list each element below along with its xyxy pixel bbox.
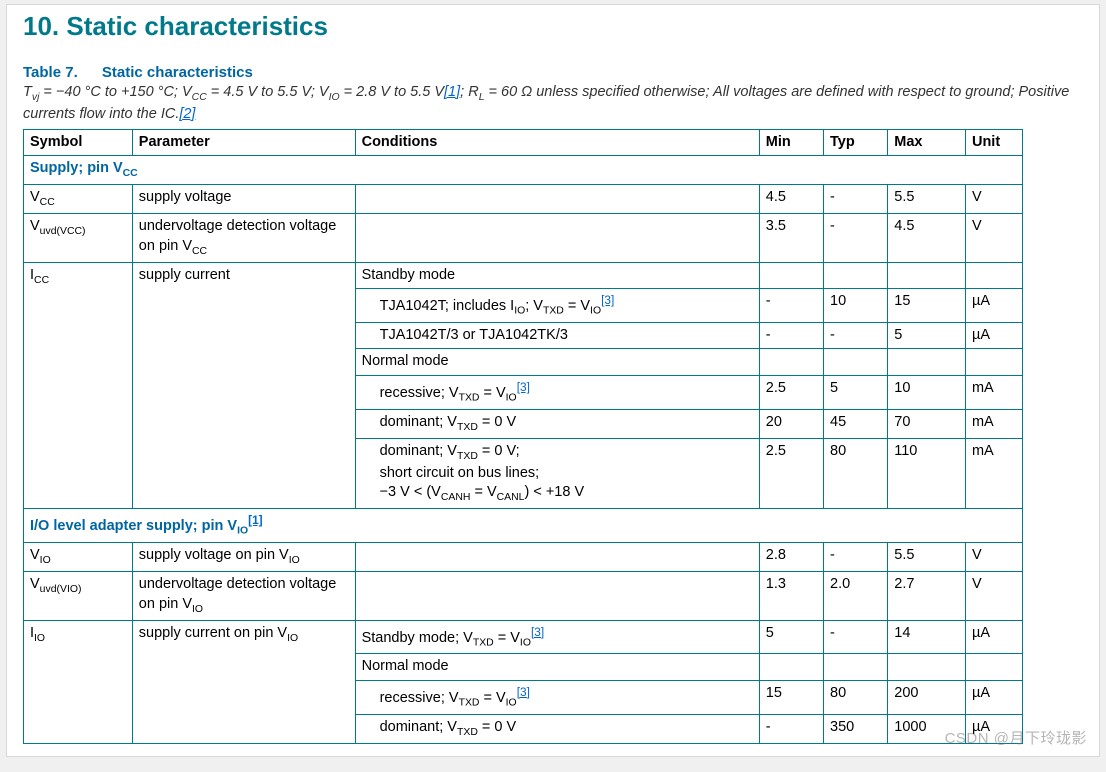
col-parameter: Parameter bbox=[132, 129, 355, 156]
footnote-1-link[interactable]: [1] bbox=[444, 84, 460, 100]
table-number: Table 7. bbox=[23, 64, 78, 81]
table-row: VIO supply voltage on pin VIO 2.8 - 5.5 … bbox=[24, 543, 1023, 572]
table-row: ICC supply current Standby mode bbox=[24, 262, 1023, 289]
footnote-1-link[interactable]: [1] bbox=[248, 513, 263, 527]
footnote-2-link[interactable]: [2] bbox=[179, 106, 195, 122]
footnote-3-link[interactable]: [3] bbox=[601, 293, 614, 307]
section-heading: 10. Static characteristics bbox=[23, 11, 1083, 42]
static-characteristics-table: Symbol Parameter Conditions Min Typ Max … bbox=[23, 129, 1023, 744]
col-max: Max bbox=[888, 129, 966, 156]
footnote-3-link[interactable]: [3] bbox=[517, 380, 530, 394]
table-title: Static characteristics bbox=[102, 64, 253, 81]
footnote-3-link[interactable]: [3] bbox=[517, 685, 530, 699]
footnote-3-link[interactable]: [3] bbox=[531, 625, 544, 639]
section-supply-vcc: Supply; pin VCC bbox=[24, 156, 1023, 185]
watermark: CSDN @月下玲珑影 bbox=[945, 727, 1087, 748]
table-label: Table 7. Static characteristics bbox=[23, 64, 1083, 81]
table-header-row: Symbol Parameter Conditions Min Typ Max … bbox=[24, 129, 1023, 156]
col-min: Min bbox=[759, 129, 823, 156]
col-unit: Unit bbox=[965, 129, 1022, 156]
table-row: IIO supply current on pin VIO Standby mo… bbox=[24, 620, 1023, 654]
table-row: Vuvd(VCC) undervoltage detection voltage… bbox=[24, 214, 1023, 263]
col-symbol: Symbol bbox=[24, 129, 133, 156]
table-row: Vuvd(VIO) undervoltage detection voltage… bbox=[24, 572, 1023, 621]
section-io-adapter: I/O level adapter supply; pin VIO[1] bbox=[24, 509, 1023, 543]
col-conditions: Conditions bbox=[355, 129, 759, 156]
table-row: VCC supply voltage 4.5 - 5.5 V bbox=[24, 185, 1023, 214]
table-caption: Tvj = −40 °C to +150 °C; VCC = 4.5 V to … bbox=[23, 83, 1083, 125]
datasheet-page: 10. Static characteristics Table 7. Stat… bbox=[6, 4, 1100, 757]
col-typ: Typ bbox=[824, 129, 888, 156]
